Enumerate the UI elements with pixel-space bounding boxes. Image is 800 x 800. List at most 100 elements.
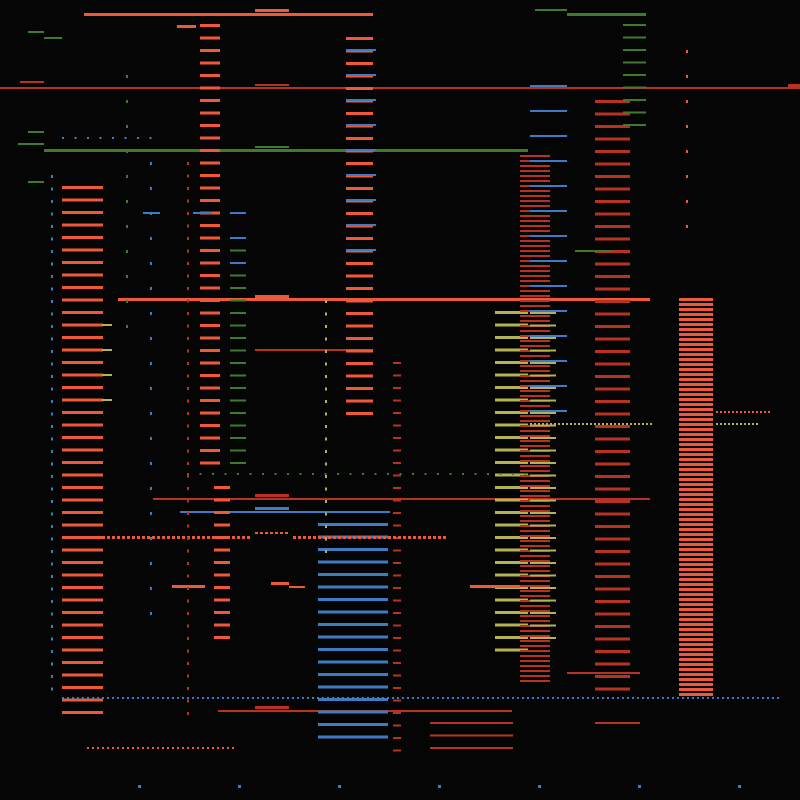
bar-stroke	[346, 237, 373, 240]
bar-stroke	[679, 588, 713, 591]
dot	[122, 697, 124, 699]
bar-stroke	[520, 595, 550, 597]
bar-stroke	[200, 186, 220, 190]
dot	[297, 697, 299, 699]
dot	[167, 697, 169, 699]
dot	[147, 747, 149, 749]
dot	[187, 574, 189, 578]
bar-stroke	[595, 662, 630, 666]
bar-stroke	[679, 523, 713, 526]
dot	[437, 697, 439, 699]
dot	[373, 536, 376, 539]
dot	[172, 747, 174, 749]
dot	[352, 697, 354, 699]
dot	[378, 536, 381, 539]
bar-stroke	[679, 598, 713, 601]
dot	[51, 525, 53, 528]
bar-stroke	[495, 523, 528, 527]
line-stroke	[271, 582, 289, 585]
dot	[238, 785, 241, 788]
bar-stroke	[520, 650, 550, 652]
dot	[187, 462, 189, 465]
bar-stroke	[495, 498, 528, 502]
dot	[667, 697, 669, 699]
line-stroke	[255, 349, 373, 351]
dot	[349, 473, 352, 475]
bar-stroke	[595, 587, 630, 591]
bar-stroke	[595, 362, 630, 366]
dot	[756, 411, 758, 413]
bar-stroke	[62, 648, 103, 652]
bar-stroke	[595, 687, 630, 691]
bar-stroke	[679, 498, 713, 501]
bar-stroke	[200, 86, 220, 90]
dot	[325, 437, 327, 441]
dot	[388, 536, 391, 539]
line-stroke	[255, 9, 289, 12]
dot	[157, 536, 160, 539]
dot	[87, 137, 89, 139]
bar-stroke	[318, 598, 388, 601]
dot	[162, 747, 164, 749]
dot	[313, 536, 316, 539]
bar-stroke	[230, 437, 246, 439]
dot	[187, 287, 189, 290]
bar-stroke	[102, 374, 112, 376]
dot	[117, 747, 119, 749]
bar-stroke	[346, 62, 373, 65]
dot	[550, 423, 552, 425]
dot	[537, 697, 539, 699]
dot	[452, 697, 454, 699]
dot	[247, 536, 250, 539]
dot	[172, 536, 175, 539]
dot	[392, 697, 394, 699]
dot	[51, 212, 53, 216]
dot	[107, 536, 110, 539]
dot	[524, 473, 527, 475]
dot	[367, 697, 369, 699]
dot	[332, 697, 334, 699]
bar-stroke	[62, 673, 103, 677]
dot	[744, 423, 746, 425]
dot	[647, 697, 649, 699]
dot	[117, 697, 119, 699]
dot	[142, 536, 145, 539]
dot	[720, 423, 722, 425]
dot	[325, 462, 327, 466]
dot	[342, 697, 344, 699]
dot	[307, 697, 309, 699]
dot	[187, 549, 189, 553]
dot	[102, 697, 104, 699]
bar-stroke	[62, 711, 103, 714]
dot	[577, 697, 579, 699]
dot	[602, 423, 604, 425]
dot	[343, 536, 346, 539]
dot	[192, 697, 194, 699]
dot	[744, 411, 746, 413]
dot	[126, 75, 128, 78]
bar-stroke	[595, 250, 630, 253]
line-stroke	[153, 498, 650, 500]
bar-stroke	[595, 162, 630, 166]
dot	[237, 473, 239, 475]
bar-stroke	[346, 374, 373, 378]
bar-stroke	[214, 586, 230, 589]
dot	[51, 375, 53, 378]
bar-stroke	[318, 648, 388, 651]
line-stroke	[470, 585, 520, 588]
dot	[137, 137, 139, 139]
dot	[399, 473, 402, 475]
dot	[126, 250, 128, 253]
bar-stroke	[62, 511, 103, 514]
bar-stroke	[520, 560, 550, 562]
dot	[187, 637, 189, 640]
bar-stroke	[679, 688, 713, 691]
bar-stroke	[623, 86, 646, 89]
dot	[443, 536, 446, 539]
bar-stroke	[230, 249, 246, 252]
bar-stroke	[393, 712, 401, 714]
dot	[737, 697, 739, 699]
bar-stroke	[530, 624, 556, 627]
dot	[187, 524, 189, 528]
